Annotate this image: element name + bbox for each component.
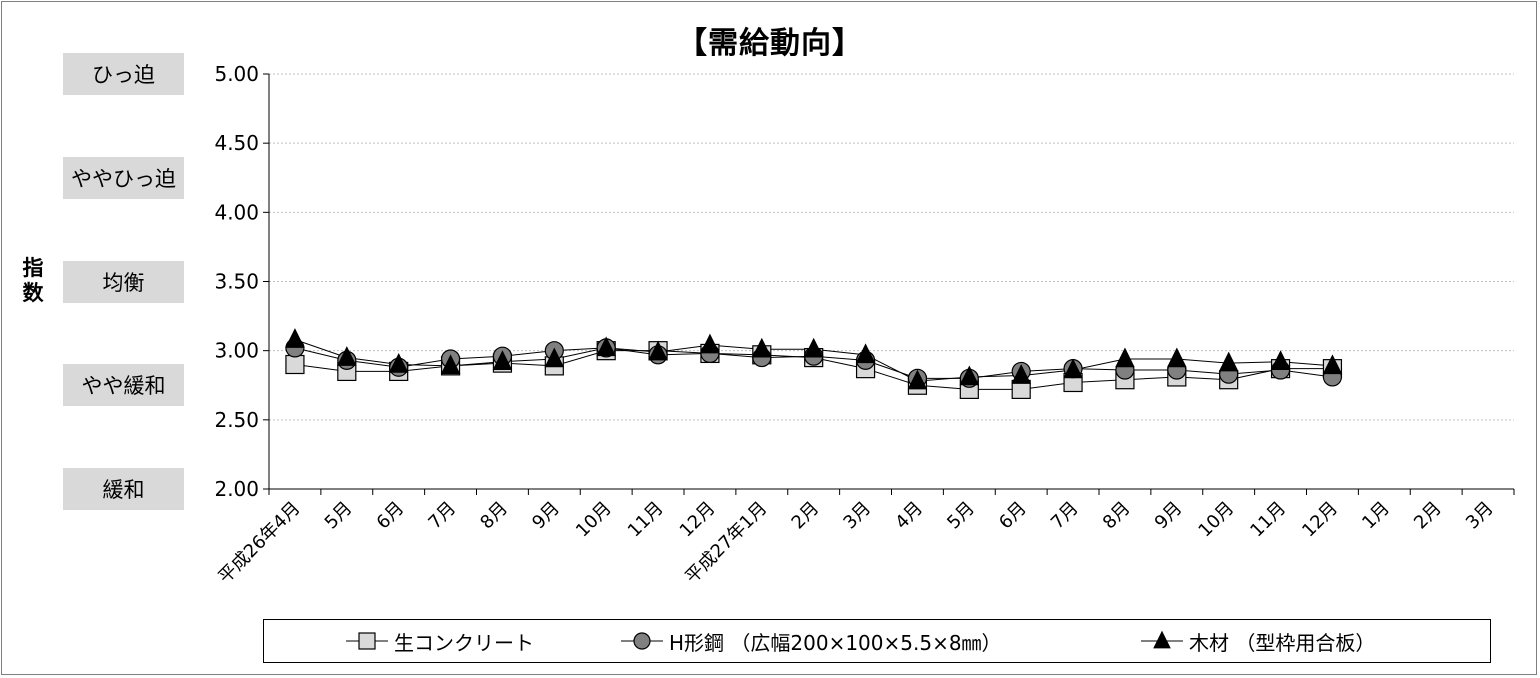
series-markers — [285, 328, 1343, 399]
y-tick-labels: 5.00 4.50 4.00 3.50 3.00 2.50 2.00 — [214, 62, 259, 501]
data-point — [337, 346, 357, 366]
legend-label: 生コンクリート — [394, 630, 534, 655]
y-tick-label: 3.00 — [214, 339, 259, 363]
data-point — [285, 328, 305, 348]
data-point — [492, 350, 513, 370]
x-tick-label: 6月 — [373, 498, 409, 534]
x-tick-label: 7月 — [424, 498, 460, 534]
y-tick-label: 4.00 — [214, 200, 259, 224]
x-tick-label: 9月 — [528, 498, 564, 534]
data-point — [803, 337, 824, 358]
x-tick-label: 11月 — [624, 498, 668, 542]
band-label: ひっ迫 — [63, 53, 184, 95]
data-point — [596, 336, 616, 357]
y-axis-label-char: 数 — [22, 281, 44, 305]
x-tick-label: 5月 — [943, 498, 979, 534]
x-tick-label: 1月 — [1358, 498, 1394, 534]
band-label: ややひっ迫 — [63, 156, 184, 199]
band-label: やや緩和 — [63, 364, 184, 407]
data-point — [959, 365, 980, 386]
legend-item: H形鋼 （広幅200×100×5.5×8㎜） — [619, 620, 1002, 662]
legend-item: 生コンクリート — [344, 620, 534, 662]
legend-label: 木材 （型枠用合板） — [1189, 630, 1376, 655]
x-tick-label: 8月 — [476, 498, 512, 534]
y-axis-label-char: 指 — [22, 256, 44, 280]
chart-title: 【需給動向】 — [677, 26, 863, 61]
data-point — [700, 333, 720, 354]
gridlines — [263, 73, 1514, 490]
data-point — [285, 354, 305, 375]
data-point — [907, 369, 928, 390]
x-tick-label: 10月 — [1194, 498, 1238, 542]
x-tick-label: 8月 — [1099, 498, 1135, 534]
data-point — [1167, 347, 1187, 368]
legend-swatch — [346, 632, 388, 650]
y-tick-label: 4.50 — [214, 131, 259, 155]
data-point — [544, 347, 565, 368]
legend-label: H形鋼 （広幅200×100×5.5×8㎜） — [669, 630, 1002, 655]
data-point — [855, 343, 876, 364]
y-tick-label: 5.00 — [214, 62, 259, 86]
legend: 生コンクリート H形鋼 （広幅200×100×5.5×8㎜） 木材 （型枠用合板） — [263, 619, 1491, 663]
x-tick-label: 12月 — [676, 498, 720, 542]
legend-swatch — [621, 632, 663, 650]
data-point — [1011, 364, 1031, 384]
x-tick-label: 2月 — [1410, 498, 1446, 534]
data-point — [1115, 347, 1135, 368]
y-tick-label: 2.00 — [214, 477, 259, 501]
x-tick-label: 7月 — [1047, 498, 1083, 534]
x-tick-label: 9月 — [1151, 498, 1187, 534]
data-point — [752, 337, 772, 358]
data-point — [440, 354, 461, 375]
x-tick-label: 4月 — [891, 498, 927, 534]
x-tick-label: 12月 — [1298, 498, 1342, 542]
x-tick-label: 11月 — [1246, 498, 1290, 542]
data-point — [1218, 351, 1239, 372]
legend-item: 木材 （型枠用合板） — [1139, 620, 1375, 662]
y-tick-label: 3.50 — [214, 270, 259, 294]
data-point — [648, 340, 668, 361]
legend-swatch — [1141, 630, 1183, 649]
x-tick-label: 平成26年4月 — [214, 498, 304, 588]
x-tick-label: 2月 — [788, 498, 824, 534]
x-tick-label: 5月 — [321, 498, 357, 534]
axes — [268, 74, 1515, 495]
y-tick-label: 2.50 — [214, 408, 259, 432]
x-tick-label: 6月 — [995, 498, 1031, 534]
x-tick-label: 10月 — [572, 498, 616, 542]
data-point — [1270, 350, 1291, 370]
x-tick-label: 3月 — [839, 498, 875, 534]
x-tick-label: 3月 — [1462, 498, 1498, 534]
y-axis-label: 指 数 — [20, 256, 46, 306]
band-label: 均衡 — [63, 260, 184, 303]
data-point — [1322, 354, 1343, 375]
data-point — [1063, 358, 1083, 379]
band-label: 緩和 — [63, 468, 184, 510]
data-point — [388, 353, 409, 373]
